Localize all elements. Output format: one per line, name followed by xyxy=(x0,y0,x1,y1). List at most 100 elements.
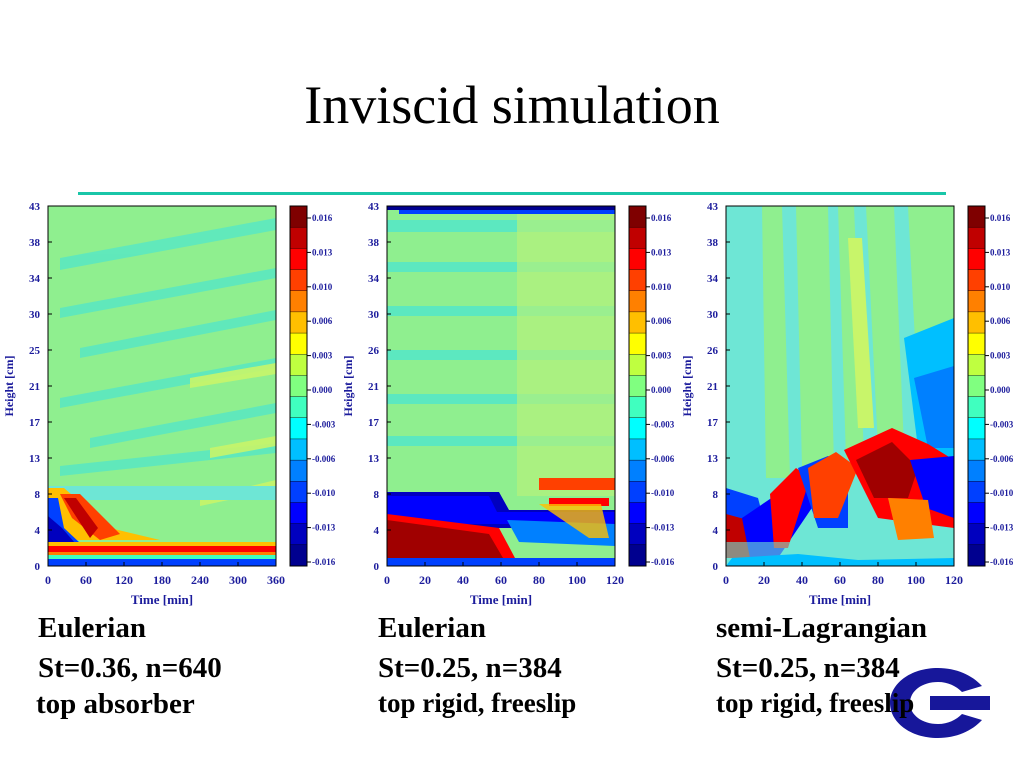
colorbar-label: -0.003 xyxy=(651,419,675,429)
heatmap-field-2 xyxy=(387,206,615,566)
y-tick-label: 4 xyxy=(713,525,719,537)
x-tick-label: 100 xyxy=(568,573,586,587)
colorbar-label: 0.010 xyxy=(312,282,333,292)
colorbar-swatch xyxy=(628,544,647,567)
colorbar-swatch xyxy=(967,417,986,440)
colorbar-swatch xyxy=(289,205,308,228)
y-tick-label: 34 xyxy=(368,273,380,285)
y-tick-label: 43 xyxy=(368,201,380,213)
colorbar-swatch xyxy=(628,205,647,228)
colorbar-label: 0.006 xyxy=(651,316,672,326)
colorbar-swatch xyxy=(289,226,308,249)
y-tick-label: 38 xyxy=(368,237,380,249)
colorbar-swatch xyxy=(289,332,308,355)
colorbar-label: -0.013 xyxy=(651,523,675,533)
colorbar-swatch xyxy=(289,248,308,271)
caption-1-method: Eulerian xyxy=(38,612,146,644)
x-tick-label: 180 xyxy=(153,573,171,587)
colorbar-label: 0.013 xyxy=(312,247,333,257)
x-tick-label: 40 xyxy=(457,573,469,587)
colorbar-label: -0.003 xyxy=(312,419,336,429)
colorbar-label: -0.006 xyxy=(651,454,675,464)
x-tick-label: 60 xyxy=(80,573,92,587)
y-tick-label: 13 xyxy=(29,453,41,465)
y-axis-label: Height [cm] xyxy=(2,356,16,417)
y-tick-label: 17 xyxy=(707,417,719,429)
caption-1-boundary: top absorber xyxy=(36,688,195,720)
colorbar-label: 0.003 xyxy=(990,351,1011,361)
y-tick-label: 0 xyxy=(713,561,719,573)
heatmap-panel-1: 0 4 8 13 17 21 25 30 34 38 43 0 60 120 180 240 300 360 He… xyxy=(2,201,336,607)
colorbar-swatch xyxy=(628,248,647,271)
colorbar-swatch xyxy=(967,354,986,376)
x-tick-label: 0 xyxy=(45,573,51,587)
y-tick-label: 0 xyxy=(35,561,41,573)
colorbar-swatch xyxy=(628,269,647,292)
colorbar-label: 0.010 xyxy=(990,282,1011,292)
colorbar-swatch xyxy=(967,438,986,461)
colorbar-label: 0.003 xyxy=(312,351,333,361)
colorbar-swatch xyxy=(967,290,986,313)
colorbar-swatch xyxy=(628,332,647,355)
colorbar-swatch xyxy=(967,311,986,334)
x-axis-label: Time [min] xyxy=(470,592,532,607)
colorbar-swatch xyxy=(967,375,986,398)
colorbar-swatch xyxy=(628,226,647,249)
colorbar-swatch xyxy=(628,396,647,419)
colorbar-label: -0.016 xyxy=(312,557,336,567)
colorbar-swatch xyxy=(628,290,647,313)
colorbar-swatch xyxy=(628,417,647,440)
y-tick-label: 13 xyxy=(707,453,719,465)
heatmap-panel-2: 0 4 8 13 17 21 26 30 34 38 43 0 20 40 60 80 100 120 Heigh… xyxy=(341,201,675,607)
caption-3-boundary: top rigid, freeslip xyxy=(716,688,915,718)
colorbar-swatch xyxy=(967,332,986,355)
colorbar-label: -0.003 xyxy=(990,419,1014,429)
x-tick-label: 120 xyxy=(115,573,133,587)
x-tick-label: 0 xyxy=(384,573,390,587)
colorbar-swatch xyxy=(967,226,986,249)
colorbar-swatch xyxy=(628,502,647,525)
colorbar-label: 0.000 xyxy=(990,385,1011,395)
x-tick-label: 40 xyxy=(796,573,808,587)
title-divider xyxy=(78,192,946,195)
caption-3-method: semi-Lagrangian xyxy=(716,612,928,644)
x-tick-label: 360 xyxy=(267,573,285,587)
caption-2-method: Eulerian xyxy=(378,612,486,644)
colorbar-label: -0.006 xyxy=(312,454,336,464)
y-axis-label: Height [cm] xyxy=(680,356,694,417)
x-axis-label: Time [min] xyxy=(131,592,193,607)
colorbar-frame xyxy=(967,205,986,567)
y-tick-label: 26 xyxy=(368,345,380,357)
caption-1-params: St=0.36, n=640 xyxy=(38,652,222,684)
x-tick-label: 80 xyxy=(533,573,545,587)
colorbar-swatch xyxy=(289,481,308,503)
y-tick-label: 21 xyxy=(368,381,379,393)
y-tick-label: 30 xyxy=(707,309,719,321)
y-tick-label: 43 xyxy=(29,201,41,213)
colorbar-swatch xyxy=(628,459,647,482)
caption-2-boundary: top rigid, freeslip xyxy=(378,688,577,718)
colorbar: 0.016 0.013 0.010 0.006 0.003 0.000 -0.003 -0.0… xyxy=(628,205,675,567)
colorbar-swatch xyxy=(289,354,308,376)
x-tick-label: 20 xyxy=(758,573,770,587)
colorbar-swatch xyxy=(628,481,647,503)
y-tick-label: 8 xyxy=(374,489,380,501)
y-tick-label: 34 xyxy=(29,273,41,285)
colorbar-label: -0.010 xyxy=(312,488,336,498)
heatmap-field-3 xyxy=(726,206,954,566)
institution-logo-icon xyxy=(890,668,990,738)
colorbar-label: -0.013 xyxy=(990,523,1014,533)
caption-3-params: St=0.25, n=384 xyxy=(716,652,900,684)
colorbar-label: 0.006 xyxy=(990,316,1011,326)
colorbar-label: -0.010 xyxy=(990,488,1014,498)
colorbar-swatch xyxy=(289,438,308,461)
y-tick-label: 38 xyxy=(707,237,719,249)
x-tick-label: 100 xyxy=(907,573,925,587)
y-tick-label: 25 xyxy=(29,345,41,357)
colorbar-swatch xyxy=(628,523,647,546)
colorbar-swatch xyxy=(289,544,308,567)
colorbar-label: 0.006 xyxy=(312,316,333,326)
x-tick-label: 300 xyxy=(229,573,247,587)
colorbar-label: -0.016 xyxy=(651,557,675,567)
y-tick-label: 0 xyxy=(374,561,380,573)
